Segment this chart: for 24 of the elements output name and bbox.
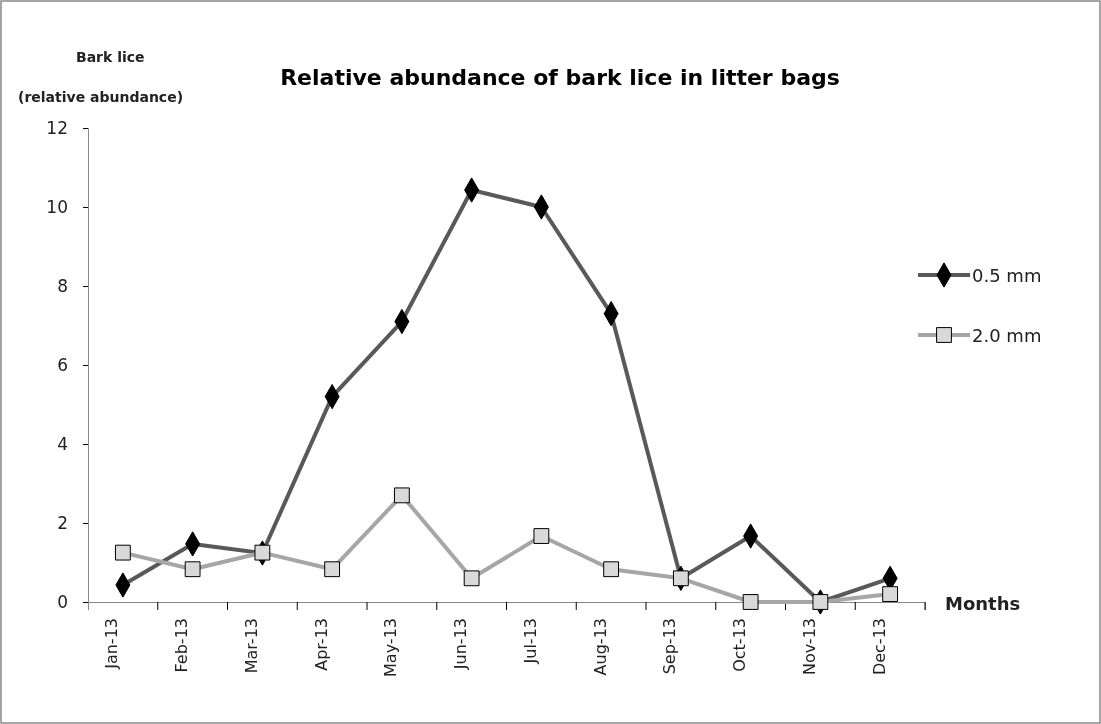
y-tick-label: 6 [57, 354, 68, 375]
y-tick-label: 8 [57, 275, 68, 296]
y-tick-label: 2 [57, 512, 68, 533]
x-tick-label: Jan-13 [102, 618, 122, 670]
x-tick-label: Jul-13 [520, 618, 540, 665]
x-tick-label: Nov-13 [799, 618, 819, 675]
x-tick-label: Jun-13 [451, 618, 471, 671]
x-tick-label: Aug-13 [590, 618, 610, 676]
x-tick-label: Feb-13 [172, 618, 192, 673]
text: Bark lice (relative abundance) [18, 49, 184, 105]
legend-label: 0.5 mm [972, 265, 1042, 286]
x-tick-label: Dec-13 [869, 618, 889, 676]
x-tick-label: Sep-13 [660, 618, 680, 675]
y-tick-label: 4 [57, 433, 68, 454]
y-tick-label: 0 [57, 591, 68, 612]
y-tick-label: 12 [46, 117, 68, 138]
y-tick-label: 10 [46, 196, 68, 217]
legend-label: 2.0 mm [972, 325, 1042, 346]
x-axis-title: Months [945, 593, 1021, 614]
x-tick-label: Apr-13 [311, 618, 331, 671]
x-tick-label: Oct-13 [730, 618, 750, 672]
x-tick-label: Mar-13 [241, 618, 261, 674]
chart-title: Relative abundance of bark lice in litter bags [280, 65, 840, 90]
x-tick-label: May-13 [381, 618, 401, 677]
